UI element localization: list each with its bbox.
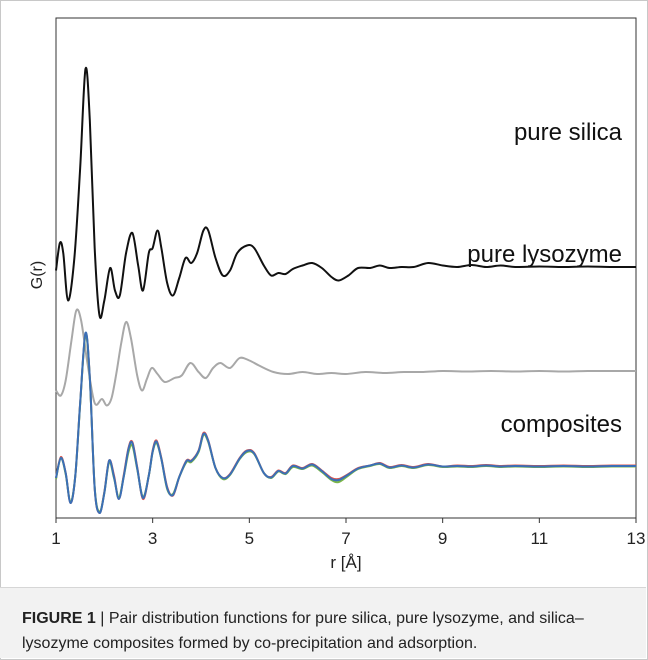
series-line-1: [55, 308, 636, 407]
x-tick-label: 1: [51, 529, 60, 548]
x-tick-label: 11: [531, 529, 549, 548]
x-axis-label: r [Å]: [330, 553, 361, 572]
annotation-composites: composites: [501, 411, 622, 438]
caption-label: FIGURE 1: [22, 610, 96, 627]
figure-caption: FIGURE 1 | Pair distribution functions f…: [22, 606, 632, 656]
caption-text: | Pair distribution functions for pure s…: [22, 610, 584, 652]
x-tick-label: 13: [627, 529, 646, 548]
caption-divider: [0, 587, 646, 588]
annotation-pure-lysozyme: pure lysozyme: [467, 241, 622, 268]
series-line-4: [55, 331, 637, 515]
x-tick-label: 7: [341, 529, 350, 548]
x-tick-label: 5: [245, 529, 254, 548]
series-line-0: [55, 66, 637, 319]
plot-area-border: [55, 17, 637, 519]
y-axis-label: G(r): [29, 261, 46, 289]
x-tick-label: 3: [148, 529, 157, 548]
caption-box: [0, 588, 646, 658]
pdf-chart: 1 3 5 7 9 11 13 r [Å] G(r) pure silica pure ly…: [29, 17, 646, 572]
x-tick-label: 9: [438, 529, 447, 548]
annotation-pure-silica: pure silica: [514, 119, 623, 146]
